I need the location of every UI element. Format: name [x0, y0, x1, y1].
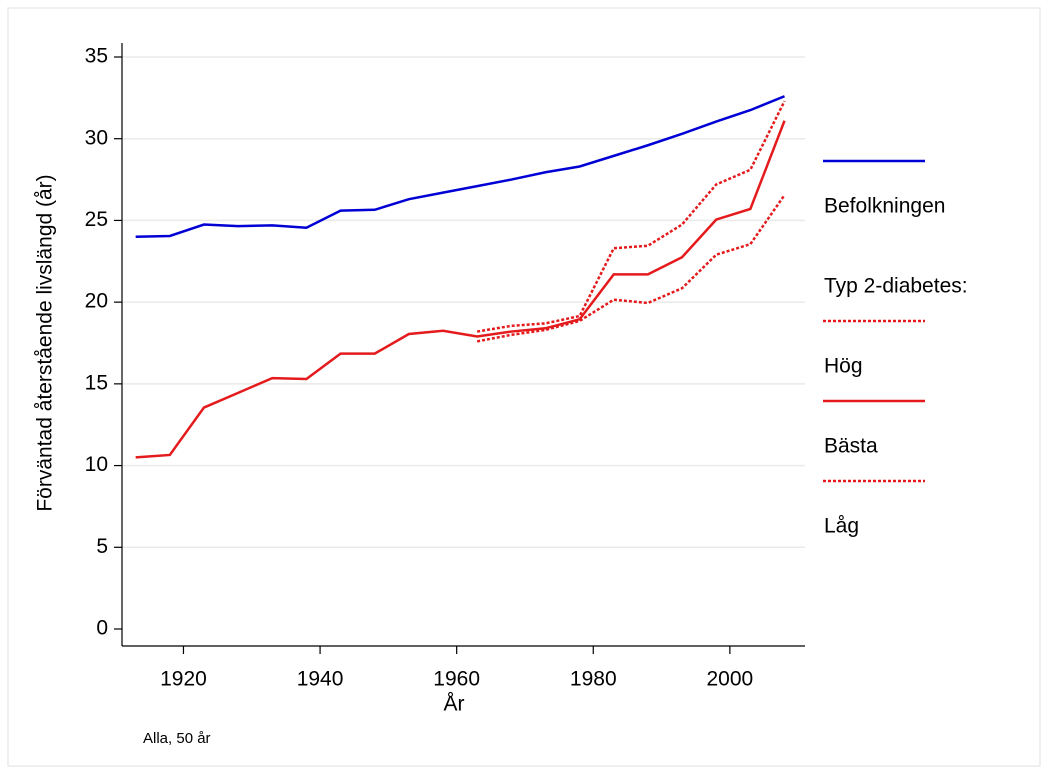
x-tick-label: 1920 [160, 668, 207, 691]
y-tick-label: 20 [85, 290, 108, 313]
frame [7, 7, 1041, 767]
y-axis-label: Förväntad återstående livslängd (år) [34, 174, 57, 511]
legend-label: Låg [824, 515, 859, 538]
legend-label: Befolkningen [824, 195, 945, 218]
y-tick-label: 25 [85, 208, 108, 231]
x-axis-label: År [444, 693, 465, 716]
x-tick-label: 1980 [570, 668, 617, 691]
y-tick-label: 30 [85, 126, 108, 149]
series-line [135, 95, 785, 239]
x-tick-label: 1960 [433, 668, 480, 691]
x-tick-label: 1940 [297, 668, 344, 691]
legend-title: Typ 2-diabetes: [824, 275, 968, 298]
legend-label: Bästa [824, 435, 878, 458]
series-line [476, 100, 786, 333]
note: Alla, 50 år [143, 730, 211, 747]
legend-label: Hög [824, 355, 863, 378]
y-tick-label: 0 [96, 617, 108, 640]
y-tick-label: 15 [85, 371, 108, 394]
y-tick-label: 5 [96, 535, 108, 558]
y-tick-label: 10 [85, 453, 108, 476]
y-tick-label: 35 [85, 45, 108, 68]
series-line [476, 194, 786, 343]
series-line [135, 120, 786, 459]
x-tick-label: 2000 [707, 668, 754, 691]
